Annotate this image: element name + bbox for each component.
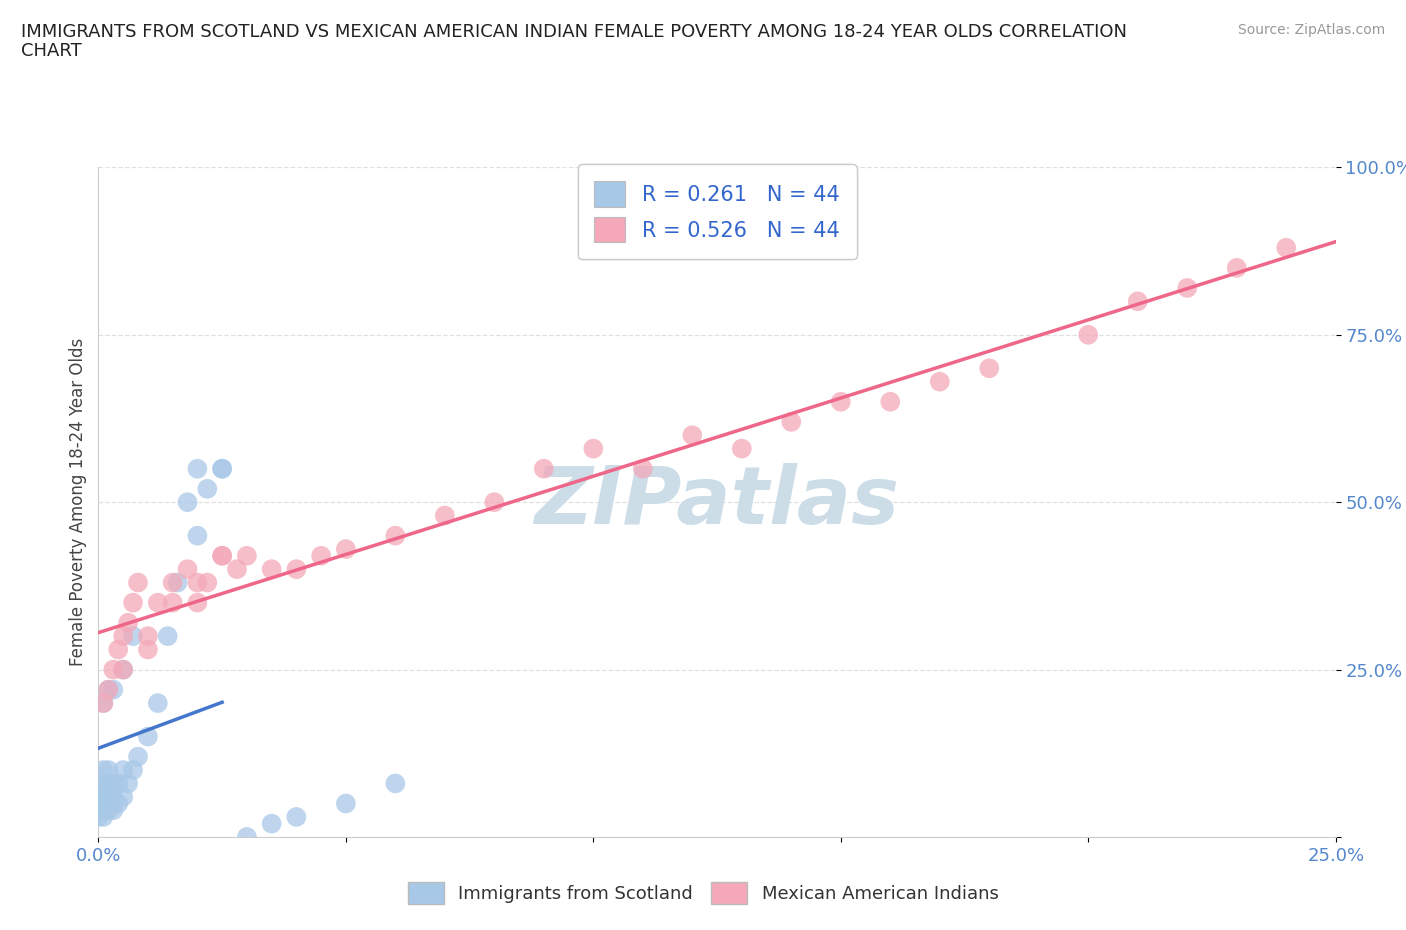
Point — [97, 776, 120, 790]
Point — [979, 361, 1001, 376]
Point — [93, 776, 115, 790]
Point — [107, 796, 129, 811]
Y-axis label: Female Poverty Among 18-24 Year Olds: Female Poverty Among 18-24 Year Olds — [69, 339, 87, 666]
Point — [236, 830, 259, 844]
Point — [97, 803, 120, 817]
Point — [186, 595, 208, 610]
Point — [1077, 327, 1099, 342]
Point — [211, 549, 233, 564]
Point — [631, 461, 654, 476]
Point — [830, 394, 852, 409]
Point — [93, 809, 115, 824]
Point — [186, 575, 208, 590]
Point — [533, 461, 555, 476]
Point — [127, 575, 149, 590]
Point — [1226, 260, 1249, 275]
Point — [93, 696, 115, 711]
Point — [112, 763, 135, 777]
Point — [146, 595, 169, 610]
Point — [484, 495, 506, 510]
Point — [103, 790, 125, 804]
Text: ZIPatlas: ZIPatlas — [534, 463, 900, 541]
Point — [780, 415, 803, 430]
Point — [433, 508, 456, 523]
Point — [1175, 281, 1198, 296]
Point — [335, 541, 357, 556]
Point — [112, 662, 135, 677]
Point — [93, 790, 115, 804]
Point — [731, 441, 754, 456]
Point — [87, 783, 110, 798]
Point — [166, 575, 188, 590]
Point — [186, 461, 208, 476]
Point — [162, 595, 184, 610]
Point — [93, 796, 115, 811]
Point — [107, 642, 129, 657]
Point — [112, 790, 135, 804]
Point — [127, 750, 149, 764]
Point — [87, 796, 110, 811]
Point — [87, 790, 110, 804]
Point — [103, 683, 125, 698]
Point — [226, 562, 249, 577]
Point — [136, 642, 159, 657]
Point — [136, 629, 159, 644]
Point — [97, 763, 120, 777]
Point — [260, 562, 283, 577]
Point — [879, 394, 901, 409]
Point — [195, 575, 218, 590]
Point — [93, 696, 115, 711]
Point — [87, 803, 110, 817]
Point — [582, 441, 605, 456]
Point — [176, 495, 198, 510]
Point — [112, 629, 135, 644]
Point — [176, 562, 198, 577]
Point — [122, 629, 145, 644]
Legend: Immigrants from Scotland, Mexican American Indians: Immigrants from Scotland, Mexican Americ… — [401, 875, 1005, 911]
Point — [236, 549, 259, 564]
Point — [97, 790, 120, 804]
Point — [97, 683, 120, 698]
Point — [146, 696, 169, 711]
Point — [384, 776, 406, 790]
Point — [122, 763, 145, 777]
Point — [285, 562, 308, 577]
Point — [156, 629, 179, 644]
Point — [384, 528, 406, 543]
Point — [211, 549, 233, 564]
Point — [97, 683, 120, 698]
Point — [195, 482, 218, 497]
Point — [211, 461, 233, 476]
Point — [87, 809, 110, 824]
Point — [103, 662, 125, 677]
Point — [107, 776, 129, 790]
Point — [103, 803, 125, 817]
Text: IMMIGRANTS FROM SCOTLAND VS MEXICAN AMERICAN INDIAN FEMALE POVERTY AMONG 18-24 Y: IMMIGRANTS FROM SCOTLAND VS MEXICAN AMER… — [21, 23, 1128, 41]
Point — [122, 595, 145, 610]
Point — [928, 374, 950, 389]
Legend: R = 0.261   N = 44, R = 0.526   N = 44: R = 0.261 N = 44, R = 0.526 N = 44 — [578, 165, 856, 259]
Point — [211, 461, 233, 476]
Point — [117, 616, 139, 631]
Point — [112, 662, 135, 677]
Point — [117, 776, 139, 790]
Point — [103, 776, 125, 790]
Text: CHART: CHART — [21, 42, 82, 60]
Point — [1275, 240, 1298, 255]
Text: Source: ZipAtlas.com: Source: ZipAtlas.com — [1237, 23, 1385, 37]
Point — [186, 528, 208, 543]
Point — [162, 575, 184, 590]
Point — [1126, 294, 1149, 309]
Point — [681, 428, 703, 443]
Point — [285, 809, 308, 824]
Point — [93, 763, 115, 777]
Point — [260, 817, 283, 831]
Point — [136, 729, 159, 744]
Point — [335, 796, 357, 811]
Point — [309, 549, 332, 564]
